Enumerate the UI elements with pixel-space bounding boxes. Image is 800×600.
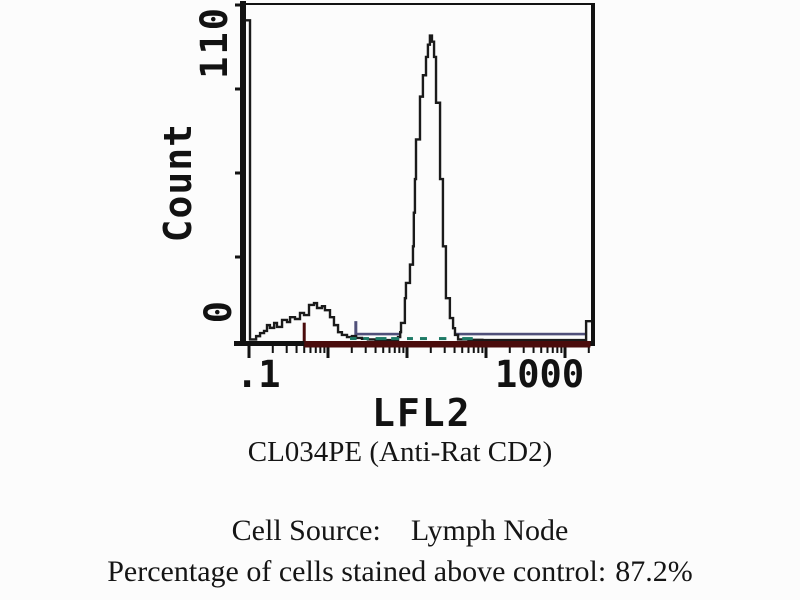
x-axis-title: LFL2 bbox=[372, 391, 472, 435]
x-minor-tick bbox=[551, 346, 554, 353]
y-axis-title: Count bbox=[156, 123, 200, 243]
x-minor-tick bbox=[309, 346, 312, 353]
gate-dash-teal bbox=[462, 337, 473, 341]
x-minor-tick bbox=[285, 346, 288, 353]
x-minor-tick bbox=[271, 346, 274, 353]
percentage-line: Percentage of cells stained above contro… bbox=[0, 555, 800, 589]
cell-source-value: Lymph Node bbox=[410, 514, 569, 547]
baseline-tick-dark-red bbox=[302, 322, 306, 341]
y-axis-max-tick-label: 110 bbox=[193, 6, 236, 79]
x-major-tick bbox=[405, 346, 409, 358]
x-axis-max-tick-label: 1000 bbox=[495, 353, 585, 396]
x-minor-tick bbox=[350, 346, 353, 353]
x-minor-tick bbox=[540, 346, 543, 353]
x-minor-tick bbox=[319, 346, 322, 353]
x-minor-tick bbox=[295, 346, 298, 353]
x-minor-tick bbox=[382, 346, 385, 353]
x-major-tick bbox=[247, 346, 251, 358]
x-major-tick bbox=[563, 346, 567, 358]
x-minor-tick bbox=[477, 346, 480, 353]
gate-dash-teal bbox=[375, 337, 387, 341]
x-minor-tick bbox=[522, 346, 525, 353]
baseline-bar-dark-red bbox=[304, 341, 591, 348]
x-minor-tick bbox=[443, 346, 446, 353]
x-minor-tick bbox=[472, 346, 475, 353]
x-minor-tick bbox=[587, 346, 590, 353]
plot-right-border bbox=[591, 3, 595, 346]
x-minor-tick bbox=[508, 346, 511, 353]
x-minor-tick bbox=[481, 346, 484, 353]
x-minor-tick bbox=[374, 346, 377, 353]
cell-source-line: Cell Source: Lymph Node bbox=[0, 514, 800, 548]
x-minor-tick bbox=[532, 346, 535, 353]
y-tick bbox=[235, 87, 246, 91]
x-minor-tick bbox=[453, 346, 456, 353]
x-axis-min-tick-label: .1 bbox=[236, 353, 281, 396]
x-minor-tick bbox=[398, 346, 401, 353]
percentage-value: 87.2% bbox=[615, 555, 693, 588]
antibody-caption: CL034PE (Anti-Rat CD2) bbox=[247, 436, 553, 468]
x-minor-tick bbox=[467, 346, 470, 353]
gate-dash-teal bbox=[363, 337, 369, 341]
gate-dash-teal bbox=[407, 337, 413, 341]
x-minor-tick bbox=[323, 346, 326, 353]
x-minor-tick bbox=[303, 346, 306, 353]
plot-top-border bbox=[240, 3, 595, 5]
x-minor-tick bbox=[388, 346, 391, 353]
histogram-trace bbox=[245, 19, 592, 342]
gate-dash-teal bbox=[391, 337, 399, 341]
y-tick bbox=[235, 255, 246, 259]
histogram-fill bbox=[246, 20, 590, 341]
gate-dash-teal bbox=[438, 337, 447, 341]
x-minor-tick bbox=[402, 346, 405, 353]
x-minor-tick bbox=[556, 346, 559, 353]
y-tick bbox=[235, 3, 246, 7]
cell-source-label: Cell Source: bbox=[231, 514, 381, 547]
x-major-tick bbox=[326, 346, 330, 358]
x-major-tick bbox=[484, 346, 488, 358]
x-minor-tick bbox=[546, 346, 549, 353]
gate-dash-teal bbox=[419, 337, 427, 341]
x-minor-tick bbox=[393, 346, 396, 353]
x-minor-tick bbox=[314, 346, 317, 353]
percentage-label: Percentage of cells stained above contro… bbox=[107, 555, 607, 588]
x-minor-tick bbox=[560, 346, 563, 353]
gate-tick-blue bbox=[354, 321, 358, 337]
gate-line-blue bbox=[355, 332, 590, 336]
gate-dash-teal bbox=[350, 337, 357, 341]
y-tick bbox=[235, 171, 246, 175]
y-axis-min-tick-label: 0 bbox=[197, 301, 240, 324]
x-minor-tick bbox=[461, 346, 464, 353]
x-minor-tick bbox=[364, 346, 367, 353]
x-minor-tick bbox=[429, 346, 432, 353]
